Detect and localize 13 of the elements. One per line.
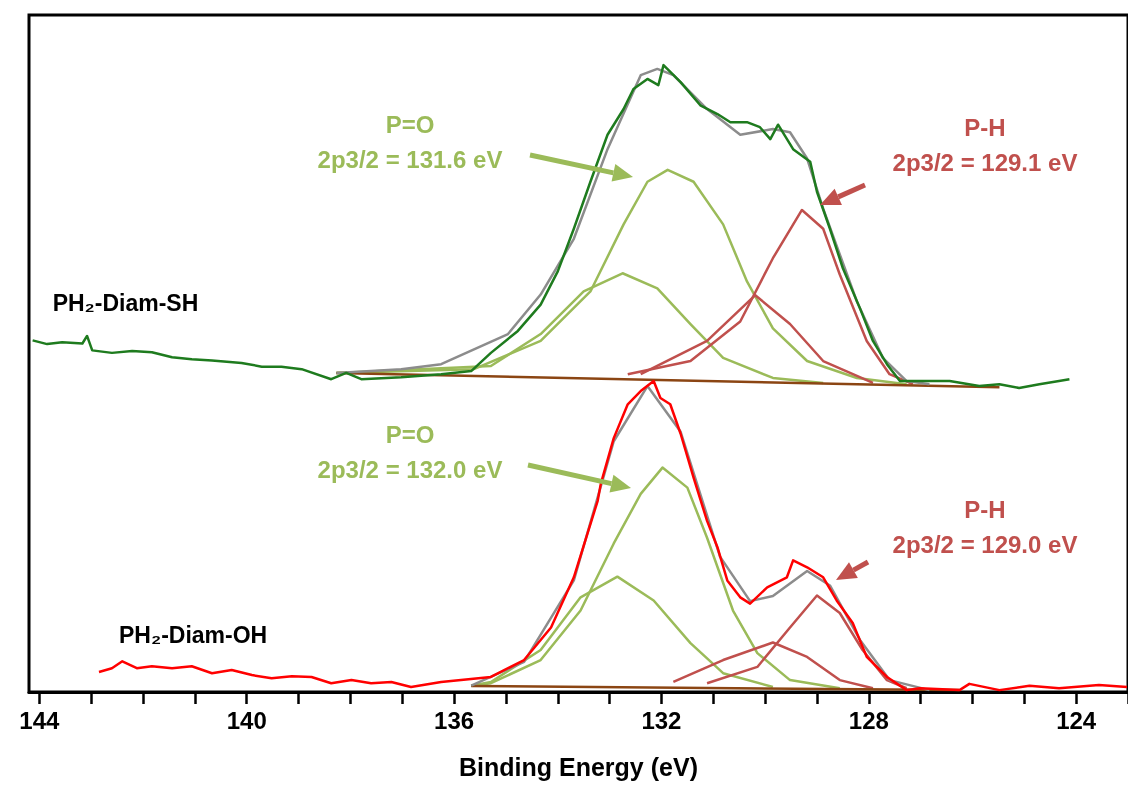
x-tick-label: 132 [641,706,682,734]
annotation: P=O 2p3/2 = 131.6 eV [317,110,503,175]
series-label: PH₂-Diam-SH [52,290,199,318]
x-tick-label: 144 [19,706,61,734]
x-tick-label: 128 [848,706,889,734]
x-axis-title: Binding Energy (eV) [459,752,698,781]
annotation: P-H 2p3/2 = 129.1 eV [892,113,1078,178]
series-label: PH₂-Diam-OH [118,621,268,649]
x-tick-label: 124 [1056,706,1097,734]
x-tick-label: 136 [434,706,475,734]
annotation: P=O 2p3/2 = 132.0 eV [317,420,503,485]
annotation: P-H 2p3/2 = 129.0 eV [892,495,1078,560]
x-tick-label: 140 [226,706,267,734]
